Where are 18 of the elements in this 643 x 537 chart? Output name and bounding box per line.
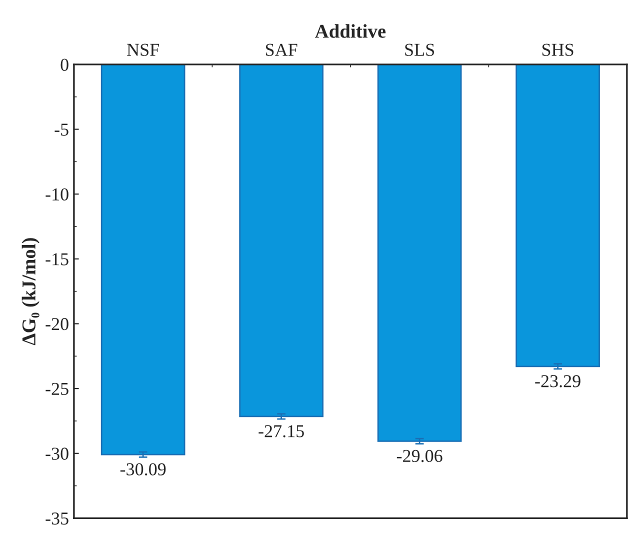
x-tick-label: SAF	[266, 44, 298, 56]
y-axis-title: ΔG₀ (kJ/mol)	[22, 238, 40, 346]
y-tick-label: -10	[46, 188, 68, 201]
y-tick-label: -15	[46, 253, 68, 266]
data-label: -29.06	[396, 450, 442, 462]
x-tick-label: SLS	[405, 44, 434, 56]
y-tick-label: -35	[46, 512, 68, 525]
y-tick-label: -5	[54, 124, 68, 136]
data-label: -23.29	[535, 375, 580, 388]
x-axis-title: Additive	[314, 24, 386, 38]
y-tick-label: -25	[46, 382, 68, 395]
y-tick-label: 0	[60, 58, 68, 71]
y-tick-label: -30	[46, 448, 68, 460]
x-tick-label: NSF	[127, 44, 159, 56]
y-tick-label: -20	[46, 318, 68, 330]
data-label: -30.09	[120, 463, 166, 476]
data-label: -27.15	[258, 425, 304, 438]
x-tick-label: SHS	[542, 44, 574, 56]
